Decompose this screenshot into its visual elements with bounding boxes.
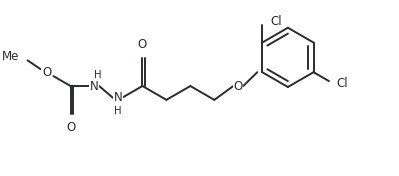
Text: O: O xyxy=(42,66,51,79)
Text: Cl: Cl xyxy=(270,15,282,28)
Text: N: N xyxy=(114,91,122,104)
Text: H: H xyxy=(95,70,102,80)
Text: N: N xyxy=(90,80,99,93)
Text: Cl: Cl xyxy=(337,77,348,90)
Text: O: O xyxy=(138,38,147,51)
Text: Me: Me xyxy=(2,50,20,63)
Text: H: H xyxy=(114,106,122,116)
Text: O: O xyxy=(234,80,243,93)
Text: O: O xyxy=(66,121,75,134)
